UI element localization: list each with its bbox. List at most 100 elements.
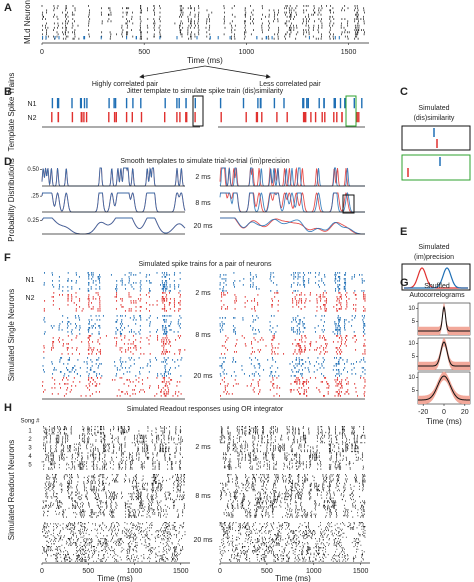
spike-raster — [219, 357, 366, 377]
y-tick-label: 10 — [408, 306, 415, 312]
autocorrelogram — [418, 375, 470, 401]
row-label: N2 — [28, 115, 37, 122]
box — [401, 263, 471, 291]
song-number: 3 — [28, 446, 32, 452]
panel-label: E — [400, 226, 407, 238]
spike-raster — [44, 482, 185, 492]
x-tick-label: 1000 — [127, 568, 143, 575]
spike-raster — [223, 461, 364, 470]
x-axis-label: Time (ms) — [275, 574, 311, 582]
y-tick-label: 10 — [408, 375, 415, 381]
x-tick-label: 500 — [261, 568, 273, 575]
y-tick-label: 0.25 — [27, 218, 39, 224]
box — [401, 125, 471, 151]
spike-raster — [41, 461, 181, 470]
condition-label: 8 ms — [195, 200, 211, 207]
spike-raster — [219, 522, 366, 530]
song-label: Song # — [20, 419, 40, 425]
song-number: 5 — [28, 463, 32, 469]
spike-raster — [220, 491, 361, 501]
spike-raster — [43, 434, 183, 444]
y-axis-label: MLd Neuron — [23, 0, 32, 44]
spike-raster — [42, 522, 185, 530]
highlight-box — [345, 95, 357, 127]
autocorrelogram — [418, 305, 470, 332]
spike-raster — [51, 98, 196, 109]
spike-raster — [42, 377, 182, 397]
arrow — [139, 65, 206, 79]
y-tick-label: 5 — [412, 388, 416, 394]
panel-label: A — [4, 2, 12, 14]
panel-title: (dis)similarity — [414, 115, 455, 122]
confidence-band — [418, 302, 470, 335]
x-tick-label: 1000 — [239, 49, 255, 56]
panel-title: Simulated Readout responses using OR int… — [127, 406, 284, 413]
confidence-band — [418, 337, 470, 370]
x-tick-label: 1500 — [341, 49, 357, 56]
annotation: Less correlated pair — [259, 81, 321, 88]
panel-title: Autocorrelograms — [409, 292, 465, 299]
condition-label: 2 ms — [195, 290, 211, 297]
x-axis-label: Time (ms) — [426, 417, 462, 426]
spike-raster — [220, 482, 364, 492]
probability-trace — [220, 217, 365, 235]
row-label: N1 — [26, 277, 35, 284]
panel-label: G — [400, 277, 409, 289]
row-label: N2 — [26, 295, 35, 302]
spike-raster — [45, 554, 180, 562]
panel-label: H — [4, 402, 12, 414]
box — [401, 154, 471, 181]
song-number: 1 — [28, 429, 32, 435]
probability-trace — [220, 217, 365, 235]
condition-label: 2 ms — [195, 174, 211, 181]
confidence-band — [418, 371, 470, 404]
y-tick-label: 5 — [412, 319, 416, 325]
spike-raster — [220, 426, 365, 435]
panel-title: Smooth templates to simulate trial-to-tr… — [120, 158, 289, 165]
spike-raster — [43, 335, 186, 355]
y-tick-label: .25 — [31, 194, 40, 200]
spike-raster — [42, 530, 186, 538]
y-tick-label: 5 — [412, 354, 416, 360]
y-axis-label: Simulated Readout Neurons — [7, 440, 16, 541]
spike-raster — [42, 357, 183, 377]
x-axis-label: Time (ms) — [187, 56, 223, 65]
spike-raster — [219, 315, 366, 335]
condition-label: 20 ms — [193, 373, 213, 380]
spike-raster — [220, 335, 366, 355]
spike-raster — [42, 500, 185, 509]
probability-trace — [41, 192, 186, 213]
condition-label: 8 ms — [195, 332, 211, 339]
probability-trace — [41, 167, 185, 187]
gaussian — [404, 267, 468, 289]
probability-trace — [41, 217, 186, 235]
y-axis-label: Simulated Single Neurons — [7, 289, 16, 382]
spike-raster — [220, 292, 366, 312]
panel-title: Simulated — [418, 105, 449, 112]
spike-raster — [42, 36, 340, 40]
panel-label: B — [4, 86, 12, 98]
autocorrelogram — [418, 341, 470, 367]
spike-raster — [43, 443, 181, 453]
x-tick-label: 20 — [461, 409, 469, 416]
row-label: N1 — [28, 101, 37, 108]
x-tick-label: 1500 — [353, 568, 369, 575]
condition-label: 20 ms — [193, 537, 213, 544]
spike-raster — [42, 546, 184, 554]
spike-raster — [43, 272, 181, 292]
spike-raster — [220, 377, 366, 397]
spike-raster — [219, 272, 365, 292]
arrow — [204, 65, 271, 79]
x-tick-label: 1500 — [173, 568, 189, 575]
spike-raster — [223, 530, 366, 538]
spike-raster — [219, 98, 363, 109]
panel-label: C — [400, 86, 408, 98]
x-tick-label: 500 — [138, 49, 150, 56]
spike-raster — [45, 452, 183, 461]
spike-raster — [223, 509, 365, 518]
x-tick-label: 500 — [82, 568, 94, 575]
x-tick-label: 1000 — [306, 568, 322, 575]
x-axis-label: Time (ms) — [97, 574, 133, 582]
highlight-box — [342, 194, 355, 214]
